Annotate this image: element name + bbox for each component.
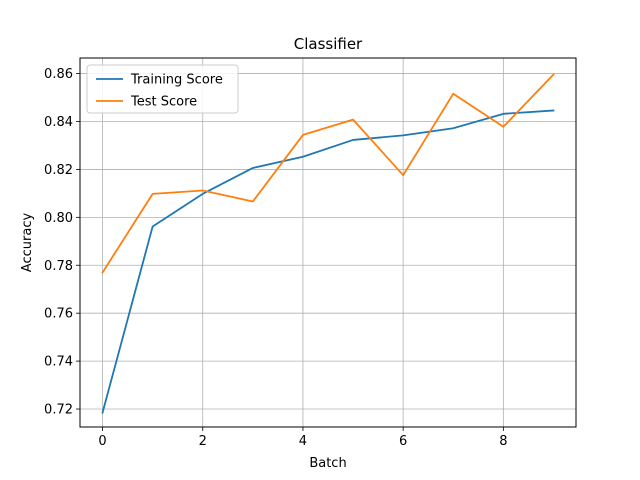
series-lines bbox=[101, 73, 555, 414]
y-tick-label: 0.76 bbox=[44, 307, 73, 322]
series-line-training-score bbox=[101, 109, 555, 414]
x-tick-label: 2 bbox=[199, 434, 207, 449]
y-tick-label: 0.84 bbox=[44, 115, 73, 130]
legend-label: Test Score bbox=[130, 95, 197, 110]
x-tick-label: 6 bbox=[399, 434, 407, 449]
y-tick-label: 0.72 bbox=[44, 403, 73, 418]
x-tick-label: 4 bbox=[299, 434, 307, 449]
y-tick-label: 0.80 bbox=[44, 211, 73, 226]
series-line-test-score bbox=[101, 73, 555, 274]
x-tick-label: 0 bbox=[98, 434, 106, 449]
legend: Training Score Test Score bbox=[86, 64, 239, 114]
chart-title: Classifier bbox=[294, 35, 363, 53]
y-tick-label: 0.74 bbox=[44, 355, 73, 370]
x-tick-label: 8 bbox=[499, 434, 507, 449]
legend-label: Training Score bbox=[130, 73, 223, 88]
plot-frame bbox=[79, 57, 577, 428]
grid bbox=[80, 58, 576, 427]
legend-box bbox=[86, 64, 239, 114]
y-tick-label: 0.86 bbox=[44, 67, 73, 82]
y-tick-label: 0.82 bbox=[44, 163, 73, 178]
y-tick-label: 0.78 bbox=[44, 259, 73, 274]
axis-ticks: 0 2 4 6 8 0.72 0.74 0.76 0.78 0.80 0.82 0.84 0.86 bbox=[44, 67, 507, 449]
x-axis-title: Batch bbox=[309, 456, 346, 471]
y-axis-title: Accuracy bbox=[20, 213, 35, 273]
